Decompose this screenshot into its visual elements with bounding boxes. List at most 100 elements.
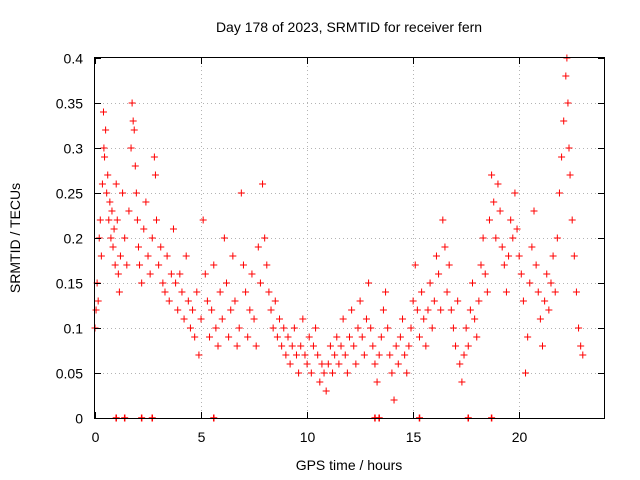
y-tick-label: 0.05	[56, 366, 83, 382]
data-point	[128, 99, 136, 107]
data-point	[507, 216, 515, 224]
data-point	[111, 261, 119, 269]
data-point	[309, 342, 317, 350]
data-point	[165, 297, 173, 305]
data-point	[195, 351, 203, 359]
data-point	[301, 351, 309, 359]
data-point	[191, 333, 199, 341]
data-point	[229, 252, 237, 260]
data-point	[109, 243, 117, 251]
data-point	[199, 216, 207, 224]
data-point	[577, 342, 585, 350]
x-tick-label: 20	[512, 429, 528, 445]
data-point	[358, 333, 366, 341]
data-point	[430, 297, 438, 305]
data-point	[454, 297, 462, 305]
data-point	[123, 261, 131, 269]
data-point	[132, 189, 140, 197]
y-tick-label: 0.35	[56, 96, 83, 112]
data-point	[246, 306, 254, 314]
y-axis-ticks: 0 0.05 0.1 0.15 0.2 0.25 0.3 0.35 0.4	[56, 51, 604, 427]
data-point	[435, 270, 443, 278]
data-point	[575, 324, 583, 332]
data-point	[169, 225, 177, 233]
data-point	[564, 99, 572, 107]
data-point	[225, 333, 233, 341]
data-point	[352, 360, 360, 368]
data-point	[142, 198, 150, 206]
x-tick-label: 0	[92, 429, 100, 445]
data-point	[543, 270, 551, 278]
data-point	[407, 324, 415, 332]
data-point	[174, 306, 182, 314]
data-point	[218, 315, 226, 323]
data-point	[212, 324, 220, 332]
data-point	[178, 288, 186, 296]
data-point	[367, 324, 375, 332]
data-point	[388, 369, 396, 377]
data-point	[519, 297, 527, 305]
y-tick-label: 0.3	[64, 141, 84, 157]
data-point	[307, 369, 315, 377]
data-point	[107, 234, 115, 242]
data-point	[116, 252, 124, 260]
data-point	[538, 342, 546, 350]
data-point	[396, 333, 404, 341]
data-point	[220, 234, 228, 242]
data-point	[422, 342, 430, 350]
data-point	[297, 342, 305, 350]
data-point	[242, 288, 250, 296]
data-point	[189, 306, 197, 314]
y-tick-label: 0	[75, 411, 83, 427]
plot-frame	[94, 57, 605, 419]
data-point	[549, 252, 557, 260]
data-point	[125, 207, 133, 215]
data-point	[500, 261, 508, 269]
data-point	[426, 279, 434, 287]
data-point	[379, 306, 387, 314]
data-point	[551, 288, 559, 296]
data-point	[312, 324, 320, 332]
data-point	[570, 252, 578, 260]
data-point	[515, 252, 523, 260]
data-point	[579, 351, 587, 359]
data-point	[384, 324, 392, 332]
data-point	[469, 279, 477, 287]
data-point	[348, 306, 356, 314]
data-point	[568, 216, 576, 224]
data-point	[365, 279, 373, 287]
data-point	[114, 270, 122, 278]
chart-title: Day 178 of 2023, SRMTID for receiver fer…	[216, 19, 482, 35]
data-point	[231, 297, 239, 305]
data-point	[479, 234, 487, 242]
data-point	[485, 216, 493, 224]
data-point	[329, 369, 337, 377]
y-tick-label: 0.25	[56, 186, 83, 202]
data-point	[184, 297, 192, 305]
data-point	[180, 315, 188, 323]
data-point	[449, 324, 457, 332]
data-point	[462, 324, 470, 332]
data-point	[356, 297, 364, 305]
data-point	[341, 351, 349, 359]
data-point	[316, 378, 324, 386]
data-point	[282, 351, 290, 359]
data-point	[206, 333, 214, 341]
data-point	[261, 234, 269, 242]
data-point	[153, 216, 161, 224]
data-point	[276, 315, 284, 323]
grid-lines	[95, 58, 604, 418]
data-point	[136, 261, 144, 269]
data-point	[399, 315, 407, 323]
data-point	[150, 153, 158, 161]
data-point	[237, 189, 245, 197]
y-tick-label: 0.4	[64, 51, 84, 67]
data-point	[157, 243, 165, 251]
data-point	[216, 288, 224, 296]
data-point	[284, 333, 292, 341]
data-point	[492, 234, 500, 242]
data-point	[314, 351, 322, 359]
data-point	[299, 315, 307, 323]
data-point	[534, 288, 542, 296]
